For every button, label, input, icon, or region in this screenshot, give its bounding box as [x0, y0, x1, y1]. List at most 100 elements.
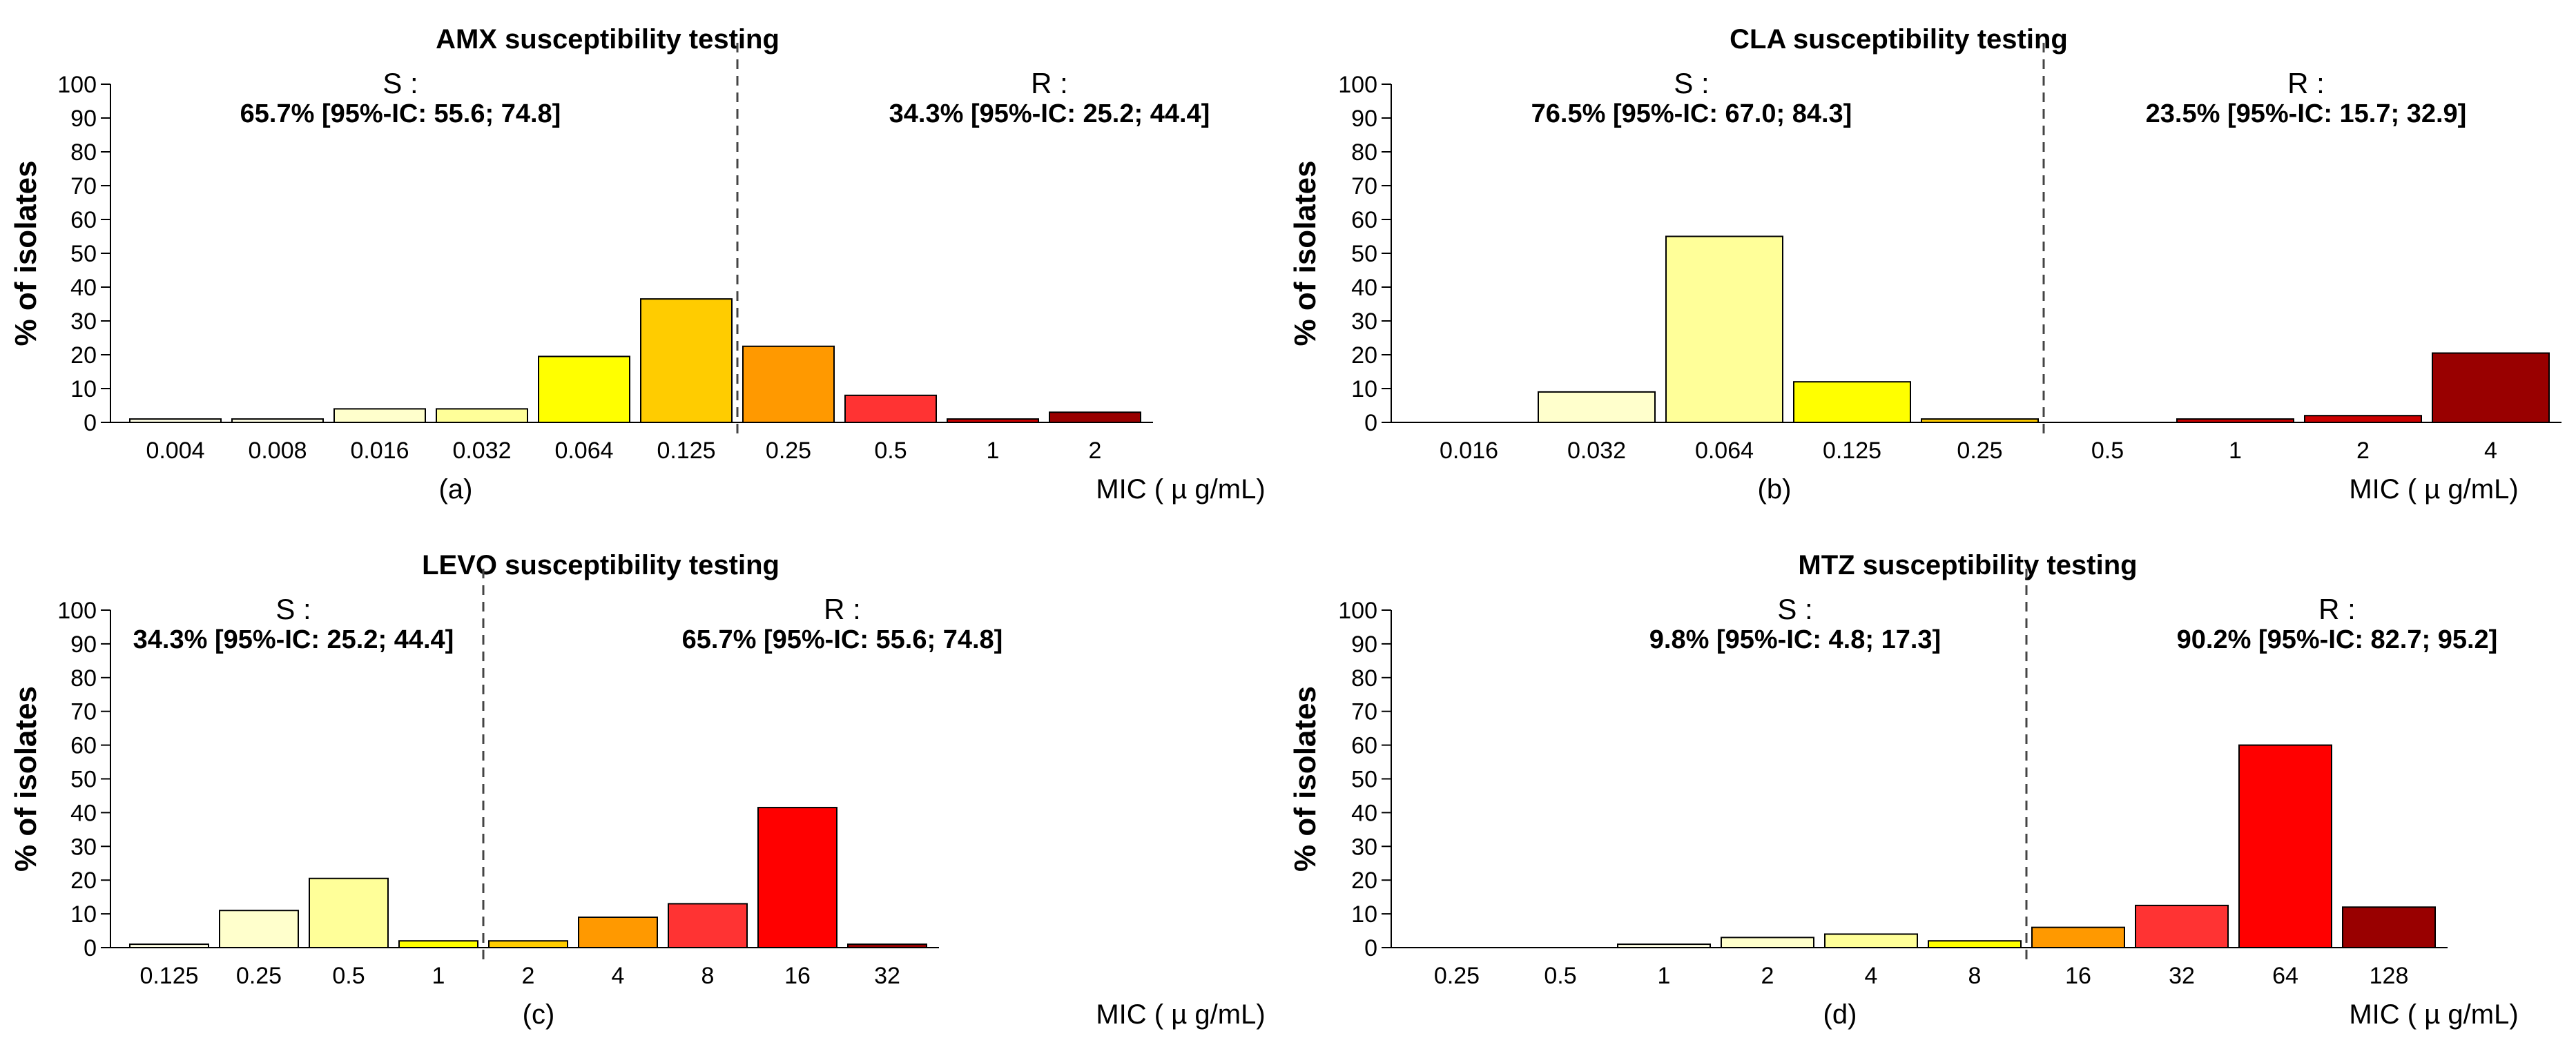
y-tick-label: 90 [70, 106, 97, 132]
x-tick-label: 0.25 [236, 963, 282, 989]
y-tick-label: 100 [57, 598, 97, 624]
y-tick-label: 60 [1351, 207, 1377, 233]
s-stat: 76.5% [95%-IC: 67.0; 84.3] [1531, 99, 1852, 128]
bar-0.064 [1665, 235, 1783, 423]
y-tick-label: 40 [70, 800, 97, 826]
y-tick-label: 100 [1338, 72, 1377, 98]
y-tick-label: 40 [70, 275, 97, 301]
x-tick-label: 4 [2484, 438, 2497, 464]
chart-title: LEVO susceptibility testing [422, 550, 779, 580]
y-tick-label: 80 [1351, 139, 1377, 166]
x-tick-label: 0.016 [1440, 438, 1498, 464]
bar-0.25 [742, 345, 835, 423]
bar-4 [2432, 352, 2550, 423]
x-tick-label: 0.064 [1695, 438, 1754, 464]
y-tick-label: 80 [1351, 665, 1377, 692]
y-tick-label: 60 [1351, 733, 1377, 759]
y-tick-label: 50 [70, 241, 97, 267]
chart-title: CLA susceptibility testing [1730, 24, 2068, 55]
y-tick-label: 10 [1351, 901, 1377, 928]
y-axis-label: % of isolates [1288, 686, 1322, 872]
r-label: R : [1031, 67, 1068, 99]
y-tick-label: 0 [84, 410, 97, 436]
bar-0.064 [538, 355, 630, 424]
panel-label: (d) [1823, 999, 1857, 1030]
y-axis-label: % of isolates [9, 161, 43, 346]
y-tick-label: 80 [70, 139, 97, 166]
bar-128 [2342, 906, 2436, 948]
x-tick-label: 0.064 [554, 438, 613, 464]
r-stat: 23.5% [95%-IC: 15.7; 32.9] [2146, 99, 2467, 128]
y-tick-label: 20 [70, 342, 97, 369]
bar-32 [2135, 904, 2229, 948]
s-stat: 9.8% [95%-IC: 4.8; 17.3] [1649, 625, 1941, 654]
panel-label: (b) [1758, 474, 1792, 505]
y-axis-label: % of isolates [9, 686, 43, 872]
bar-0.008 [231, 418, 324, 423]
y-tick-label: 30 [1351, 834, 1377, 860]
y-tick-label: 50 [1351, 767, 1377, 793]
y-tick-label: 0 [84, 935, 97, 961]
x-axis-label: MIC ( µ g/mL) [1096, 999, 1265, 1030]
x-tick-label: 32 [874, 963, 900, 989]
bar-2 [2304, 415, 2422, 424]
x-axis-label: MIC ( µ g/mL) [2349, 999, 2518, 1030]
bar-2 [1049, 411, 1141, 423]
x-tick-label: 0.5 [874, 438, 907, 464]
y-tick-label: 100 [1338, 598, 1377, 624]
y-tick-label: 60 [70, 733, 97, 759]
x-tick-label: 32 [2169, 963, 2195, 989]
y-tick-label: 40 [1351, 800, 1377, 826]
x-tick-label: 1 [432, 963, 445, 989]
bar-0.125 [129, 943, 209, 948]
bar-64 [2238, 744, 2332, 948]
x-tick-label: 0.5 [332, 963, 365, 989]
y-tick-label: 20 [1351, 342, 1377, 369]
bar-32 [847, 943, 927, 948]
x-axis-label: MIC ( µ g/mL) [2349, 474, 2518, 505]
panel-label: (c) [523, 999, 555, 1030]
bar-1 [1617, 943, 1711, 948]
y-tick-label: 30 [70, 834, 97, 860]
s-stat: 65.7% [95%-IC: 55.6; 74.8] [240, 99, 561, 128]
y-tick-label: 60 [70, 207, 97, 233]
bar-0.016 [333, 408, 426, 424]
x-tick-label: 64 [2272, 963, 2298, 989]
x-tick-label: 0.5 [2091, 438, 2124, 464]
s-label: S : [1674, 67, 1709, 99]
bar-2 [488, 940, 568, 948]
y-tick-label: 10 [1351, 376, 1377, 402]
y-tick-label: 30 [70, 309, 97, 335]
x-tick-label: 0.25 [1434, 963, 1480, 989]
r-stat: 34.3% [95%-IC: 25.2; 44.4] [889, 99, 1210, 128]
r-label: R : [2318, 593, 2356, 625]
y-tick-label: 90 [1351, 632, 1377, 658]
y-tick-label: 20 [1351, 868, 1377, 894]
r-stat: 65.7% [95%-IC: 55.6; 74.8] [682, 625, 1003, 654]
bar-0.125 [640, 298, 733, 423]
s-stat: 34.3% [95%-IC: 25.2; 44.4] [133, 625, 454, 654]
chart-title: AMX susceptibility testing [436, 24, 779, 55]
y-tick-label: 80 [70, 665, 97, 692]
y-tick-label: 40 [1351, 275, 1377, 301]
x-tick-label: 4 [1865, 963, 1878, 989]
bar-8 [1928, 940, 2022, 948]
bar-1 [947, 418, 1039, 423]
y-tick-label: 20 [70, 868, 97, 894]
panel-label: (a) [439, 474, 473, 505]
bar-4 [578, 916, 658, 948]
bar-2 [1721, 937, 1814, 948]
bar-4 [1824, 933, 1918, 948]
x-tick-label: 8 [701, 963, 715, 989]
x-tick-label: 0.032 [1567, 438, 1626, 464]
s-label: S : [382, 67, 418, 99]
y-tick-label: 90 [1351, 106, 1377, 132]
x-axis-label: MIC ( µ g/mL) [1096, 474, 1265, 505]
x-tick-label: 2 [1761, 963, 1774, 989]
chart-panel-4: MTZ susceptibility testing 0 10 20 30 40 50 60 7… [1288, 550, 2519, 1030]
chart-panel-3: LEVO susceptibility testing 0 10 20 30 40 50 60… [9, 550, 1266, 1030]
bar-1 [398, 940, 478, 948]
r-label: R : [824, 593, 861, 625]
y-tick-label: 50 [70, 767, 97, 793]
